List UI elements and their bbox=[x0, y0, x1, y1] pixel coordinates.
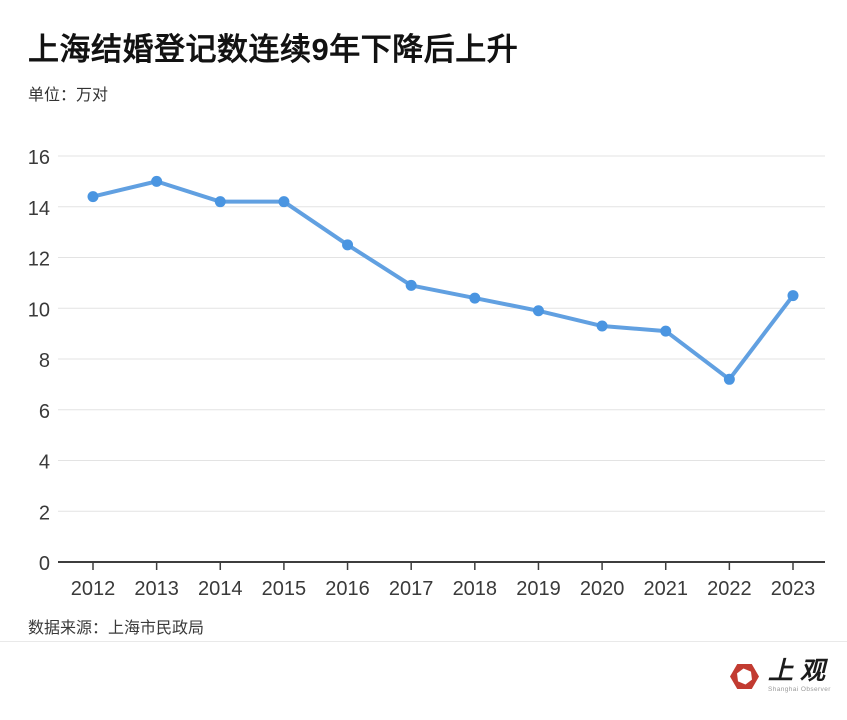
y-axis-label: 6 bbox=[39, 401, 50, 423]
data-point bbox=[723, 373, 735, 385]
data-point bbox=[787, 290, 799, 302]
data-point bbox=[87, 191, 99, 203]
y-axis-label: 12 bbox=[28, 249, 50, 271]
x-axis-label: 2017 bbox=[389, 578, 434, 600]
logo-text-block: 上观 Shanghai Observer bbox=[768, 659, 832, 693]
data-point bbox=[278, 196, 290, 208]
data-point bbox=[660, 325, 672, 337]
x-axis-label: 2021 bbox=[643, 578, 688, 600]
x-axis-label: 2018 bbox=[453, 578, 498, 600]
source-note: 数据来源：上海市民政局 bbox=[28, 620, 205, 637]
x-axis-label: 2014 bbox=[198, 578, 243, 600]
data-line bbox=[91, 179, 795, 382]
x-axis-label: 2023 bbox=[771, 578, 816, 600]
y-axis-label: 14 bbox=[28, 198, 50, 220]
unit-label: 单位：万对 bbox=[28, 87, 109, 104]
logo-hexagon-inner bbox=[737, 667, 752, 685]
logo-aperture-icon bbox=[729, 663, 759, 689]
data-point bbox=[596, 320, 608, 332]
logo-text-en: Shanghai Observer bbox=[767, 686, 831, 693]
x-axis-label: 2020 bbox=[580, 578, 625, 600]
y-axis-label: 8 bbox=[39, 350, 50, 372]
x-axis-label: 2022 bbox=[707, 578, 752, 600]
x-axis-label: 2016 bbox=[325, 578, 370, 600]
data-point bbox=[532, 305, 544, 317]
y-axis-label: 10 bbox=[28, 299, 50, 321]
x-axis-label: 2013 bbox=[134, 578, 179, 600]
logo-text-cn: 上观 bbox=[767, 658, 832, 685]
chart-title: 上海结婚登记数连续9年下降后上升 bbox=[28, 32, 519, 67]
footer-divider bbox=[0, 641, 847, 642]
data-point bbox=[469, 292, 481, 304]
data-point bbox=[342, 239, 354, 251]
y-axis-label: 0 bbox=[39, 553, 50, 575]
x-axis-label: 2015 bbox=[262, 578, 307, 600]
x-axis-label: 2019 bbox=[516, 578, 561, 600]
y-axis-label: 16 bbox=[28, 147, 50, 169]
y-axis-label: 2 bbox=[39, 502, 50, 524]
data-point bbox=[151, 175, 163, 187]
data-point bbox=[214, 196, 226, 208]
data-point bbox=[405, 279, 417, 291]
x-axis-label: 2012 bbox=[71, 578, 116, 600]
shanghai-observer-logo: 上观 Shanghai Observer bbox=[729, 659, 832, 693]
y-axis-label: 4 bbox=[39, 452, 50, 474]
